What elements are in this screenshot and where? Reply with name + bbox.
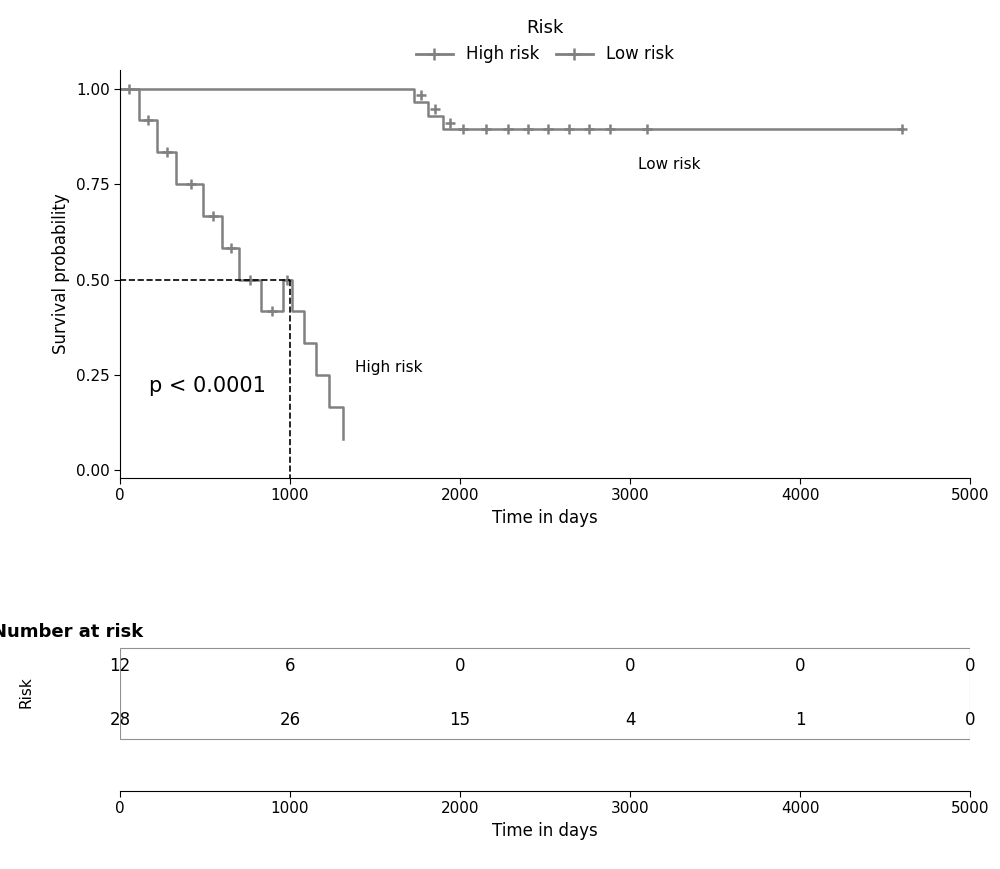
Bar	[120, 648, 970, 740]
Text: 6: 6	[285, 657, 295, 674]
Bar	[38, 654, 86, 677]
Text: Low risk: Low risk	[639, 157, 701, 172]
Text: 1: 1	[795, 711, 805, 728]
Text: 4: 4	[625, 711, 635, 728]
Text: 12: 12	[109, 657, 131, 674]
Legend: High risk, Low risk: High risk, Low risk	[409, 12, 681, 70]
Text: 0: 0	[965, 657, 975, 674]
Y-axis label: Survival probability: Survival probability	[52, 194, 70, 355]
Text: 28: 28	[109, 711, 131, 728]
Text: 26: 26	[279, 711, 301, 728]
Text: 15: 15	[449, 711, 471, 728]
X-axis label: Time in days: Time in days	[492, 509, 598, 527]
Text: 0: 0	[795, 657, 805, 674]
Text: 0: 0	[965, 711, 975, 728]
Text: Number at risk: Number at risk	[0, 623, 144, 641]
X-axis label: Time in days: Time in days	[492, 822, 598, 839]
Text: 0: 0	[455, 657, 465, 674]
Text: p < 0.0001: p < 0.0001	[149, 376, 266, 396]
Text: High risk: High risk	[355, 360, 422, 375]
Text: 0: 0	[625, 657, 635, 674]
Text: Risk: Risk	[19, 677, 34, 708]
Bar	[38, 708, 86, 731]
